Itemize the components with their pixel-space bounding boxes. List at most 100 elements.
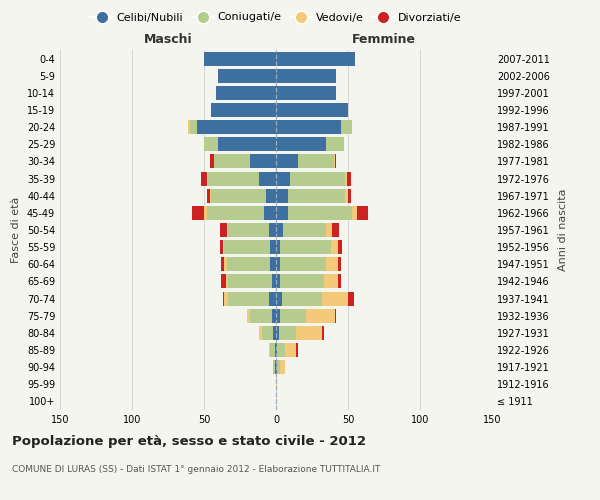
Text: Maschi: Maschi bbox=[143, 34, 193, 46]
Bar bbox=[270, 343, 275, 357]
Bar bbox=[229, 292, 269, 306]
Bar bbox=[211, 103, 276, 117]
Bar bbox=[296, 326, 322, 340]
Bar bbox=[207, 206, 265, 220]
Bar bbox=[259, 172, 276, 185]
Bar bbox=[322, 326, 323, 340]
Bar bbox=[283, 223, 326, 237]
Bar bbox=[224, 240, 270, 254]
Bar bbox=[280, 274, 323, 288]
Bar bbox=[280, 258, 326, 272]
Bar bbox=[273, 360, 275, 374]
Bar bbox=[272, 274, 276, 288]
Bar bbox=[273, 326, 276, 340]
Bar bbox=[229, 223, 269, 237]
Legend: Celibi/Nubili, Coniugati/e, Vedovi/e, Divorziati/e: Celibi/Nubili, Coniugati/e, Vedovi/e, Di… bbox=[86, 8, 466, 27]
Bar bbox=[276, 240, 280, 254]
Bar bbox=[250, 154, 276, 168]
Bar bbox=[221, 258, 224, 272]
Bar bbox=[276, 86, 337, 100]
Bar bbox=[207, 188, 210, 202]
Bar bbox=[276, 360, 277, 374]
Bar bbox=[224, 292, 229, 306]
Bar bbox=[276, 138, 326, 151]
Text: Femmine: Femmine bbox=[352, 34, 416, 46]
Bar bbox=[276, 206, 287, 220]
Bar bbox=[214, 154, 250, 168]
Bar bbox=[204, 52, 276, 66]
Bar bbox=[224, 258, 227, 272]
Bar bbox=[335, 308, 337, 322]
Bar bbox=[227, 258, 270, 272]
Bar bbox=[276, 154, 298, 168]
Bar bbox=[197, 120, 276, 134]
Bar bbox=[323, 274, 338, 288]
Bar bbox=[269, 292, 276, 306]
Bar bbox=[276, 292, 282, 306]
Bar bbox=[204, 138, 218, 151]
Bar bbox=[334, 154, 335, 168]
Bar bbox=[290, 172, 345, 185]
Bar bbox=[210, 154, 214, 168]
Bar bbox=[326, 258, 338, 272]
Bar bbox=[280, 308, 306, 322]
Bar bbox=[341, 120, 352, 134]
Bar bbox=[218, 68, 276, 82]
Bar bbox=[204, 206, 207, 220]
Bar bbox=[259, 326, 262, 340]
Bar bbox=[229, 274, 272, 288]
Bar bbox=[280, 240, 331, 254]
Bar bbox=[284, 343, 296, 357]
Bar bbox=[356, 206, 368, 220]
Bar bbox=[275, 343, 276, 357]
Bar bbox=[262, 326, 273, 340]
Bar bbox=[226, 274, 229, 288]
Bar bbox=[190, 120, 197, 134]
Bar bbox=[269, 343, 270, 357]
Bar bbox=[227, 223, 229, 237]
Y-axis label: Anni di nascita: Anni di nascita bbox=[558, 188, 568, 271]
Bar bbox=[345, 188, 348, 202]
Bar bbox=[218, 138, 276, 151]
Text: Popolazione per età, sesso e stato civile - 2012: Popolazione per età, sesso e stato civil… bbox=[12, 435, 366, 448]
Bar bbox=[221, 274, 226, 288]
Bar bbox=[207, 172, 208, 185]
Bar bbox=[332, 223, 340, 237]
Bar bbox=[326, 138, 344, 151]
Bar bbox=[276, 103, 348, 117]
Bar bbox=[193, 206, 204, 220]
Bar bbox=[276, 326, 279, 340]
Bar bbox=[338, 258, 341, 272]
Bar bbox=[269, 223, 276, 237]
Bar bbox=[276, 223, 283, 237]
Bar bbox=[322, 292, 348, 306]
Bar bbox=[220, 223, 227, 237]
Bar bbox=[338, 274, 341, 288]
Bar bbox=[250, 308, 272, 322]
Bar bbox=[223, 292, 224, 306]
Bar bbox=[335, 154, 337, 168]
Bar bbox=[276, 68, 337, 82]
Text: COMUNE DI LURAS (SS) - Dati ISTAT 1° gennaio 2012 - Elaborazione TUTTITALIA.IT: COMUNE DI LURAS (SS) - Dati ISTAT 1° gen… bbox=[12, 465, 380, 474]
Bar bbox=[266, 188, 276, 202]
Bar bbox=[277, 360, 280, 374]
Bar bbox=[287, 188, 345, 202]
Bar bbox=[276, 52, 355, 66]
Bar bbox=[352, 206, 356, 220]
Bar bbox=[220, 240, 223, 254]
Bar bbox=[296, 343, 298, 357]
Bar bbox=[282, 292, 322, 306]
Bar bbox=[348, 292, 354, 306]
Bar bbox=[276, 343, 277, 357]
Bar bbox=[276, 378, 277, 392]
Bar bbox=[338, 240, 342, 254]
Bar bbox=[272, 308, 276, 322]
Bar bbox=[306, 308, 335, 322]
Bar bbox=[279, 326, 296, 340]
Bar bbox=[265, 206, 276, 220]
Bar bbox=[276, 274, 280, 288]
Bar bbox=[201, 172, 207, 185]
Bar bbox=[210, 188, 211, 202]
Bar bbox=[208, 172, 259, 185]
Bar bbox=[348, 188, 351, 202]
